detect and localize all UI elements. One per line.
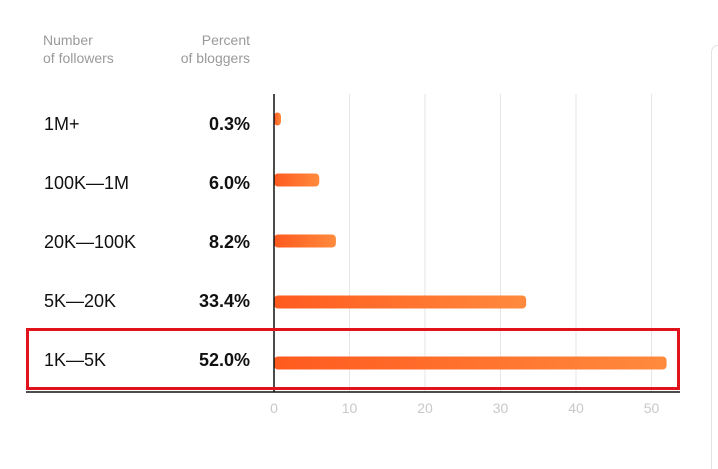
panel-edge	[711, 45, 718, 469]
row-label-20k-100k: 20K—100K	[44, 232, 137, 252]
header-followers-line1: Number	[43, 32, 93, 48]
axes	[26, 94, 680, 393]
x-tick-label-10: 10	[342, 400, 358, 416]
column-header-percent: Percent of bloggers	[150, 31, 250, 67]
x-tick-label-30: 30	[493, 400, 509, 416]
x-tick-label-0: 0	[270, 400, 278, 416]
row-label-5k-20k: 5K—20K	[44, 291, 117, 311]
bars	[274, 112, 667, 370]
x-tick-label-20: 20	[417, 400, 433, 416]
row-label-1k-5k: 1K—5K	[44, 350, 107, 370]
row-value-1k-5k: 52.0%	[198, 350, 250, 370]
row-value-20k-100k: 8.2%	[208, 232, 250, 252]
x-tick-label-40: 40	[568, 400, 584, 416]
row-label-1m-plus: 1M+	[44, 114, 80, 134]
bar-1k-5k	[274, 356, 667, 370]
header-followers-line2: of followers	[43, 50, 114, 66]
bar-1m-	[274, 112, 281, 126]
row-value-100k-1m: 6.0%	[208, 173, 250, 193]
bar-20k-100k	[274, 234, 336, 248]
column-header-followers: Number of followers	[43, 31, 114, 67]
bar-100k-1m	[274, 173, 320, 187]
row-value-1m-plus: 0.3%	[208, 114, 250, 134]
tick-labels: 0 10 20 30 40 50	[270, 400, 659, 416]
bar-5k-20k	[274, 295, 527, 309]
row-label-100k-1m: 100K—1M	[44, 173, 130, 193]
header-percent-line1: Percent	[201, 32, 250, 48]
grid-lines	[349, 94, 652, 392]
row-value-5k-20k: 33.4%	[198, 291, 250, 311]
header-percent-line2: of bloggers	[180, 50, 250, 66]
highlight-box-1k-5k	[26, 328, 680, 390]
x-tick-label-50: 50	[644, 400, 660, 416]
